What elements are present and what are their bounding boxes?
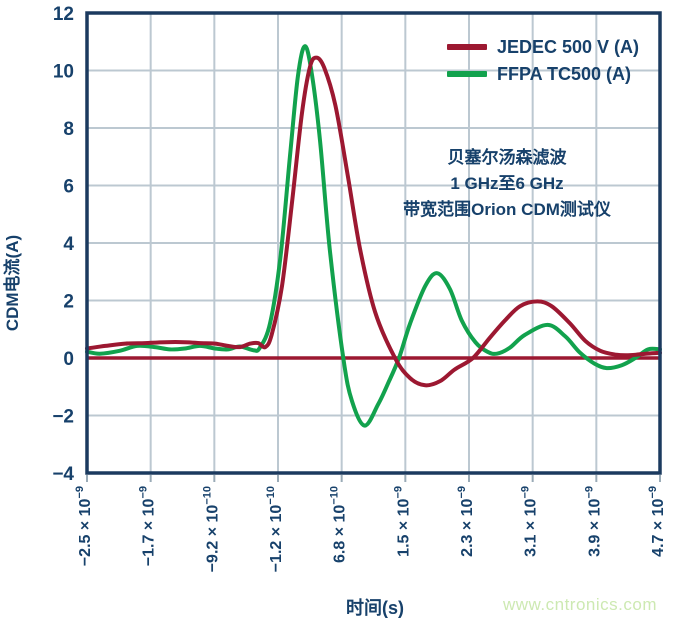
x-tick-label: 1.5 × 10−9 bbox=[392, 486, 412, 557]
x-tick-label: 2.3 × 10−9 bbox=[456, 486, 476, 557]
x-tick-label: 4.7 × 10−9 bbox=[647, 486, 667, 557]
x-tick-label: −1.2 × 10−10 bbox=[265, 486, 285, 572]
y-tick-label: −4 bbox=[52, 464, 74, 485]
y-axis-title: CDM电流(A) bbox=[3, 234, 22, 332]
plot-border bbox=[85, 11, 662, 475]
y-tick-label: 0 bbox=[63, 349, 74, 370]
curve-ffpa bbox=[85, 44, 662, 428]
y-tick-label: −2 bbox=[52, 407, 74, 428]
x-axis-title: 时间(s) bbox=[346, 598, 404, 618]
legend-item-ffpa: FFPA TC500 (A) bbox=[447, 63, 639, 85]
y-tick-label: 10 bbox=[53, 62, 74, 83]
legend-label-ffpa: FFPA TC500 (A) bbox=[497, 63, 632, 84]
annotation-line-1: 贝塞尔汤森滤波 bbox=[447, 148, 567, 167]
legend-item-jedec: JEDEC 500 V (A) bbox=[447, 36, 639, 58]
y-tick-label: 2 bbox=[63, 292, 74, 313]
x-tick-label: 6.8 × 10−10 bbox=[329, 486, 349, 563]
curve-jedec bbox=[85, 55, 662, 388]
x-tick-label: −9.2 × 10−10 bbox=[201, 486, 221, 572]
y-tick-label: 4 bbox=[63, 234, 74, 255]
legend: JEDEC 500 V (A) FFPA TC500 (A) bbox=[447, 36, 639, 85]
y-tick-label: 8 bbox=[63, 119, 74, 140]
y-tick-label: 6 bbox=[63, 177, 74, 198]
watermark: www.cntronics.com bbox=[503, 595, 657, 614]
ffpa-line-swatch bbox=[447, 71, 487, 77]
legend-label-jedec: JEDEC 500 V (A) bbox=[497, 36, 640, 57]
y-tick-label: 12 bbox=[53, 4, 74, 25]
jedec-line-swatch bbox=[447, 44, 487, 50]
x-tick-label: −1.7 × 10−9 bbox=[138, 486, 158, 566]
x-tick-label: −2.5 × 10−9 bbox=[74, 486, 94, 566]
annotation-line-2: 1 GHz至6 GHz bbox=[450, 174, 564, 193]
x-tick-label: 3.9 × 10−9 bbox=[583, 486, 603, 557]
filter-annotation: 贝塞尔汤森滤波 1 GHz至6 GHz 带宽范围Orion CDM测试仪 bbox=[357, 145, 657, 223]
x-tick-label: 3.1 × 10−9 bbox=[520, 486, 540, 557]
annotation-line-3: 带宽范围Orion CDM测试仪 bbox=[403, 200, 611, 219]
